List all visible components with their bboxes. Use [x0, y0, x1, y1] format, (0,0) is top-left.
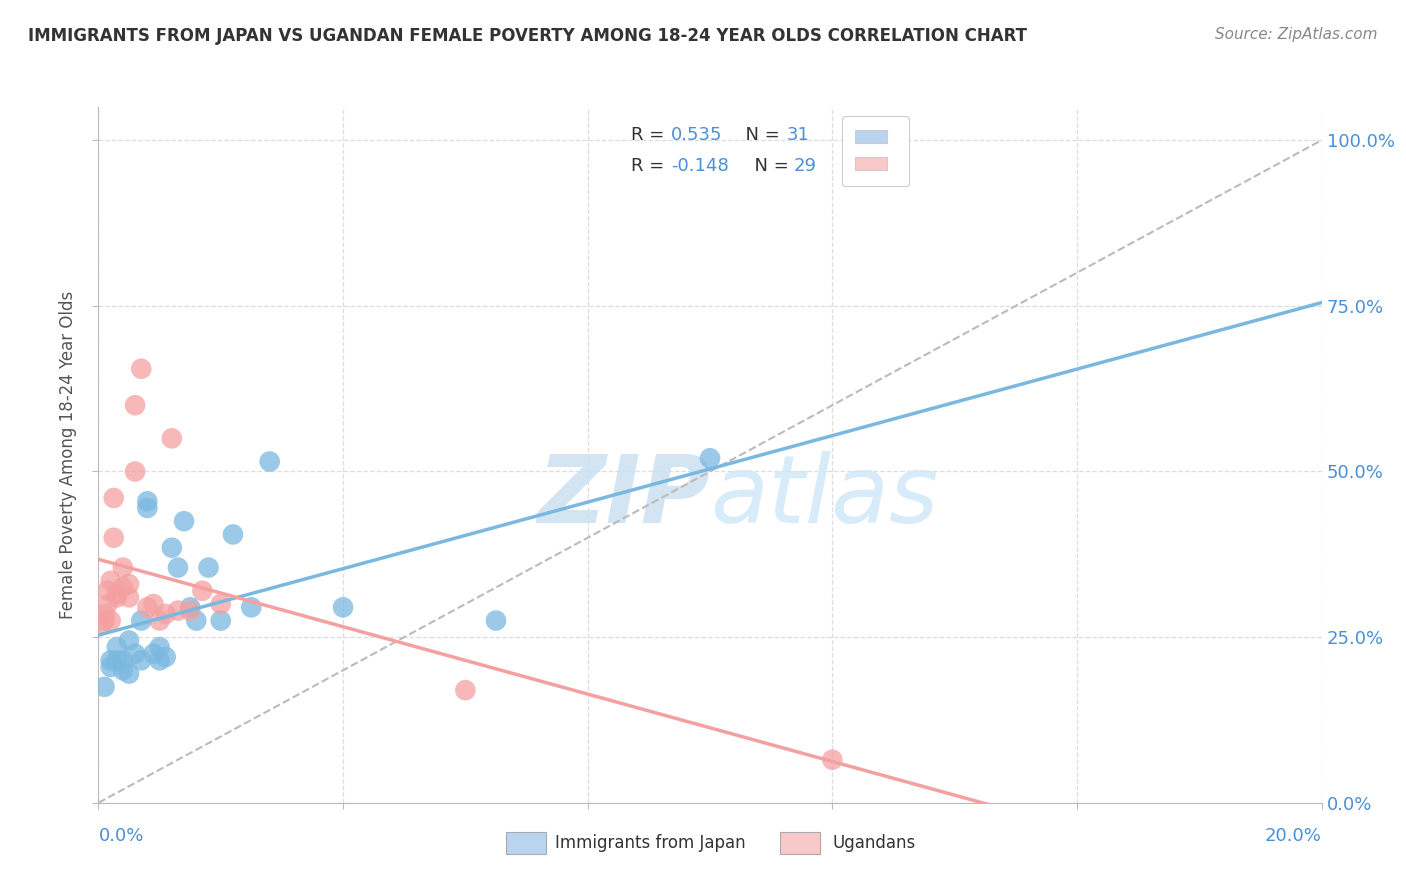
- Point: [173, 514, 195, 528]
- Point: [105, 640, 128, 654]
- FancyBboxPatch shape: [506, 832, 546, 854]
- Point: [105, 587, 128, 601]
- Point: [103, 491, 125, 505]
- Y-axis label: Female Poverty Among 18-24 Year Olds: Female Poverty Among 18-24 Year Olds: [59, 291, 77, 619]
- Text: atlas: atlas: [710, 451, 938, 542]
- Point: [111, 653, 134, 667]
- Point: [179, 600, 201, 615]
- Text: 29: 29: [793, 157, 817, 175]
- Text: R =: R =: [630, 126, 669, 144]
- Point: [485, 614, 508, 628]
- Point: [149, 614, 172, 628]
- Point: [124, 465, 146, 479]
- Point: [197, 560, 219, 574]
- Text: 20.0%: 20.0%: [1265, 827, 1322, 845]
- Point: [124, 647, 146, 661]
- Point: [105, 591, 128, 605]
- Point: [167, 604, 190, 618]
- Point: [179, 604, 201, 618]
- Point: [136, 600, 159, 615]
- Point: [100, 660, 122, 674]
- Point: [97, 583, 120, 598]
- Text: Source: ZipAtlas.com: Source: ZipAtlas.com: [1215, 27, 1378, 42]
- Point: [100, 574, 122, 588]
- Point: [160, 431, 183, 445]
- Point: [111, 560, 134, 574]
- Point: [149, 640, 172, 654]
- Point: [129, 614, 152, 628]
- Point: [136, 500, 159, 515]
- Point: [90, 616, 112, 631]
- Point: [118, 633, 141, 648]
- Text: 31: 31: [787, 126, 810, 144]
- Point: [93, 680, 115, 694]
- Point: [118, 666, 141, 681]
- Point: [699, 451, 721, 466]
- Point: [142, 597, 165, 611]
- Point: [186, 614, 208, 628]
- Point: [105, 653, 128, 667]
- Point: [222, 527, 245, 541]
- Point: [118, 577, 141, 591]
- Point: [100, 614, 122, 628]
- Text: R =: R =: [630, 157, 669, 175]
- Point: [142, 647, 165, 661]
- Text: 0.535: 0.535: [671, 126, 723, 144]
- Point: [155, 650, 177, 665]
- Point: [129, 361, 152, 376]
- Point: [93, 614, 115, 628]
- Point: [821, 753, 844, 767]
- Point: [100, 653, 122, 667]
- Point: [111, 581, 134, 595]
- Text: ZIP: ZIP: [537, 450, 710, 542]
- Text: N =: N =: [742, 157, 794, 175]
- Point: [111, 663, 134, 677]
- Point: [167, 560, 190, 574]
- Point: [160, 541, 183, 555]
- Point: [454, 683, 477, 698]
- Legend: , : ,: [842, 116, 908, 186]
- Point: [191, 583, 214, 598]
- Point: [240, 600, 263, 615]
- Text: Ugandans: Ugandans: [832, 834, 915, 852]
- Point: [209, 614, 232, 628]
- Text: 0.0%: 0.0%: [98, 827, 143, 845]
- Point: [259, 454, 281, 468]
- Point: [93, 607, 115, 621]
- Text: -0.148: -0.148: [671, 157, 728, 175]
- Point: [209, 597, 232, 611]
- Point: [118, 591, 141, 605]
- Point: [149, 653, 172, 667]
- Point: [124, 398, 146, 412]
- Text: N =: N =: [734, 126, 786, 144]
- FancyBboxPatch shape: [780, 832, 820, 854]
- Point: [129, 653, 152, 667]
- Point: [332, 600, 354, 615]
- Point: [103, 531, 125, 545]
- Text: Immigrants from Japan: Immigrants from Japan: [555, 834, 747, 852]
- Text: IMMIGRANTS FROM JAPAN VS UGANDAN FEMALE POVERTY AMONG 18-24 YEAR OLDS CORRELATIO: IMMIGRANTS FROM JAPAN VS UGANDAN FEMALE …: [28, 27, 1028, 45]
- Point: [97, 597, 120, 611]
- Point: [155, 607, 177, 621]
- Point: [136, 494, 159, 508]
